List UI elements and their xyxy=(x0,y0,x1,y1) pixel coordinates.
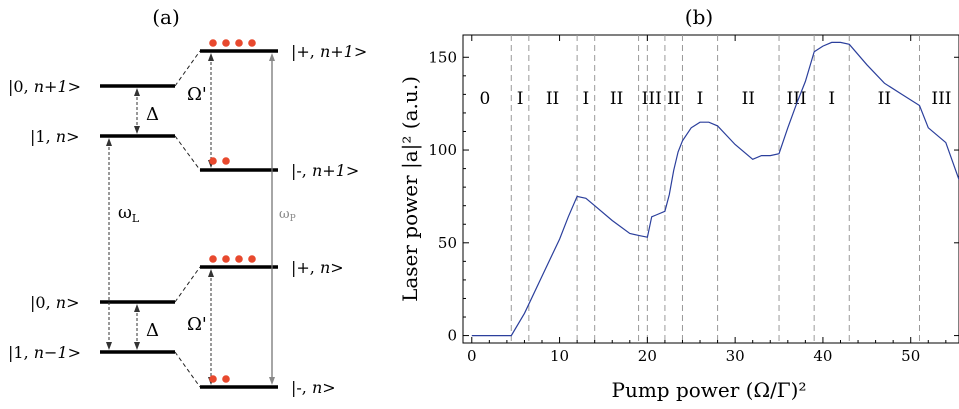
panel-b-label: (b) xyxy=(685,5,713,29)
plot-frame xyxy=(462,34,959,344)
x-tick-label: 10 xyxy=(550,347,569,365)
region-label: I xyxy=(583,89,590,109)
series-line xyxy=(471,41,959,337)
population-dot xyxy=(222,157,230,165)
x-tick-label: 50 xyxy=(901,347,920,365)
region-label: I xyxy=(517,89,524,109)
dressed-state-plus-n1-label: |+, n+1> xyxy=(291,42,367,61)
panel-a-label: (a) xyxy=(152,5,180,29)
population-dot xyxy=(209,39,217,47)
x-axis-ticks: 0 10 20 30 40 50 xyxy=(467,35,947,365)
population-dot xyxy=(248,39,256,47)
y-tick-label: 50 xyxy=(438,234,457,252)
dressed-state-minus-n-label: |-, n> xyxy=(291,378,336,397)
region-label: III xyxy=(787,89,807,109)
region-label: II xyxy=(546,89,559,109)
rabi-label-lower: Ω' xyxy=(187,314,207,335)
detuning-label-lower: Δ xyxy=(146,320,159,341)
panel-b-chart: (b) 0 I II I II III II I II III I II III 0 10 20 30 40 50… xyxy=(398,5,959,402)
x-axis-label: Pump power (Ω/Γ)² xyxy=(612,378,807,402)
y-axis-label: Laser power |a|² (a.u.) xyxy=(398,76,423,302)
region-label: III xyxy=(642,89,662,109)
y-tick-label: 0 xyxy=(447,327,457,345)
x-tick-label: 40 xyxy=(813,347,832,365)
rabi-label-upper: Ω' xyxy=(187,84,207,105)
population-dot xyxy=(248,255,256,263)
population-dot xyxy=(222,375,230,383)
population-dot xyxy=(235,255,243,263)
region-label: I xyxy=(828,89,835,109)
region-label: II xyxy=(610,89,623,109)
x-tick-label: 30 xyxy=(726,347,745,365)
population-dot xyxy=(222,39,230,47)
x-tick-label: 20 xyxy=(638,347,657,365)
laser-frequency-label: ωL xyxy=(118,203,140,225)
region-label: II xyxy=(742,89,755,109)
region-label: I xyxy=(697,89,704,109)
dressed-state-minus-n1-label: |-, n+1> xyxy=(291,161,359,180)
panel-a-energy-diagram: (a) Δ Δ ωL Ω' Ω' ωP xyxy=(8,5,367,397)
region-label: II xyxy=(878,89,891,109)
region-label: III xyxy=(931,89,951,109)
population-dot xyxy=(209,255,217,263)
pump-frequency-label: ωP xyxy=(279,207,296,224)
region-boundaries xyxy=(510,35,920,343)
bare-state-1-nm1-label: |1, n−1> xyxy=(8,343,81,362)
y-tick-label: 100 xyxy=(428,141,457,159)
bare-state-1-n-label: |1, n> xyxy=(30,127,79,146)
region-label: II xyxy=(667,89,680,109)
region-label: 0 xyxy=(480,89,491,109)
bare-state-0-n1-label: |0, n+1> xyxy=(8,77,81,96)
population-dots xyxy=(209,39,256,383)
population-dot xyxy=(235,39,243,47)
population-dot xyxy=(209,157,217,165)
bare-state-0-n-label: |0, n> xyxy=(30,293,79,312)
y-axis-ticks: 0 50 100 150 xyxy=(428,48,959,345)
detuning-label-upper: Δ xyxy=(146,104,159,125)
population-dot xyxy=(209,375,217,383)
dressed-state-plus-n-label: |+, n> xyxy=(291,258,344,277)
population-dot xyxy=(222,255,230,263)
y-tick-label: 150 xyxy=(428,48,457,66)
x-tick-label: 0 xyxy=(467,347,477,365)
level-connectors xyxy=(174,50,201,388)
region-labels: 0 I II I II III II I II III I II III xyxy=(480,89,952,109)
